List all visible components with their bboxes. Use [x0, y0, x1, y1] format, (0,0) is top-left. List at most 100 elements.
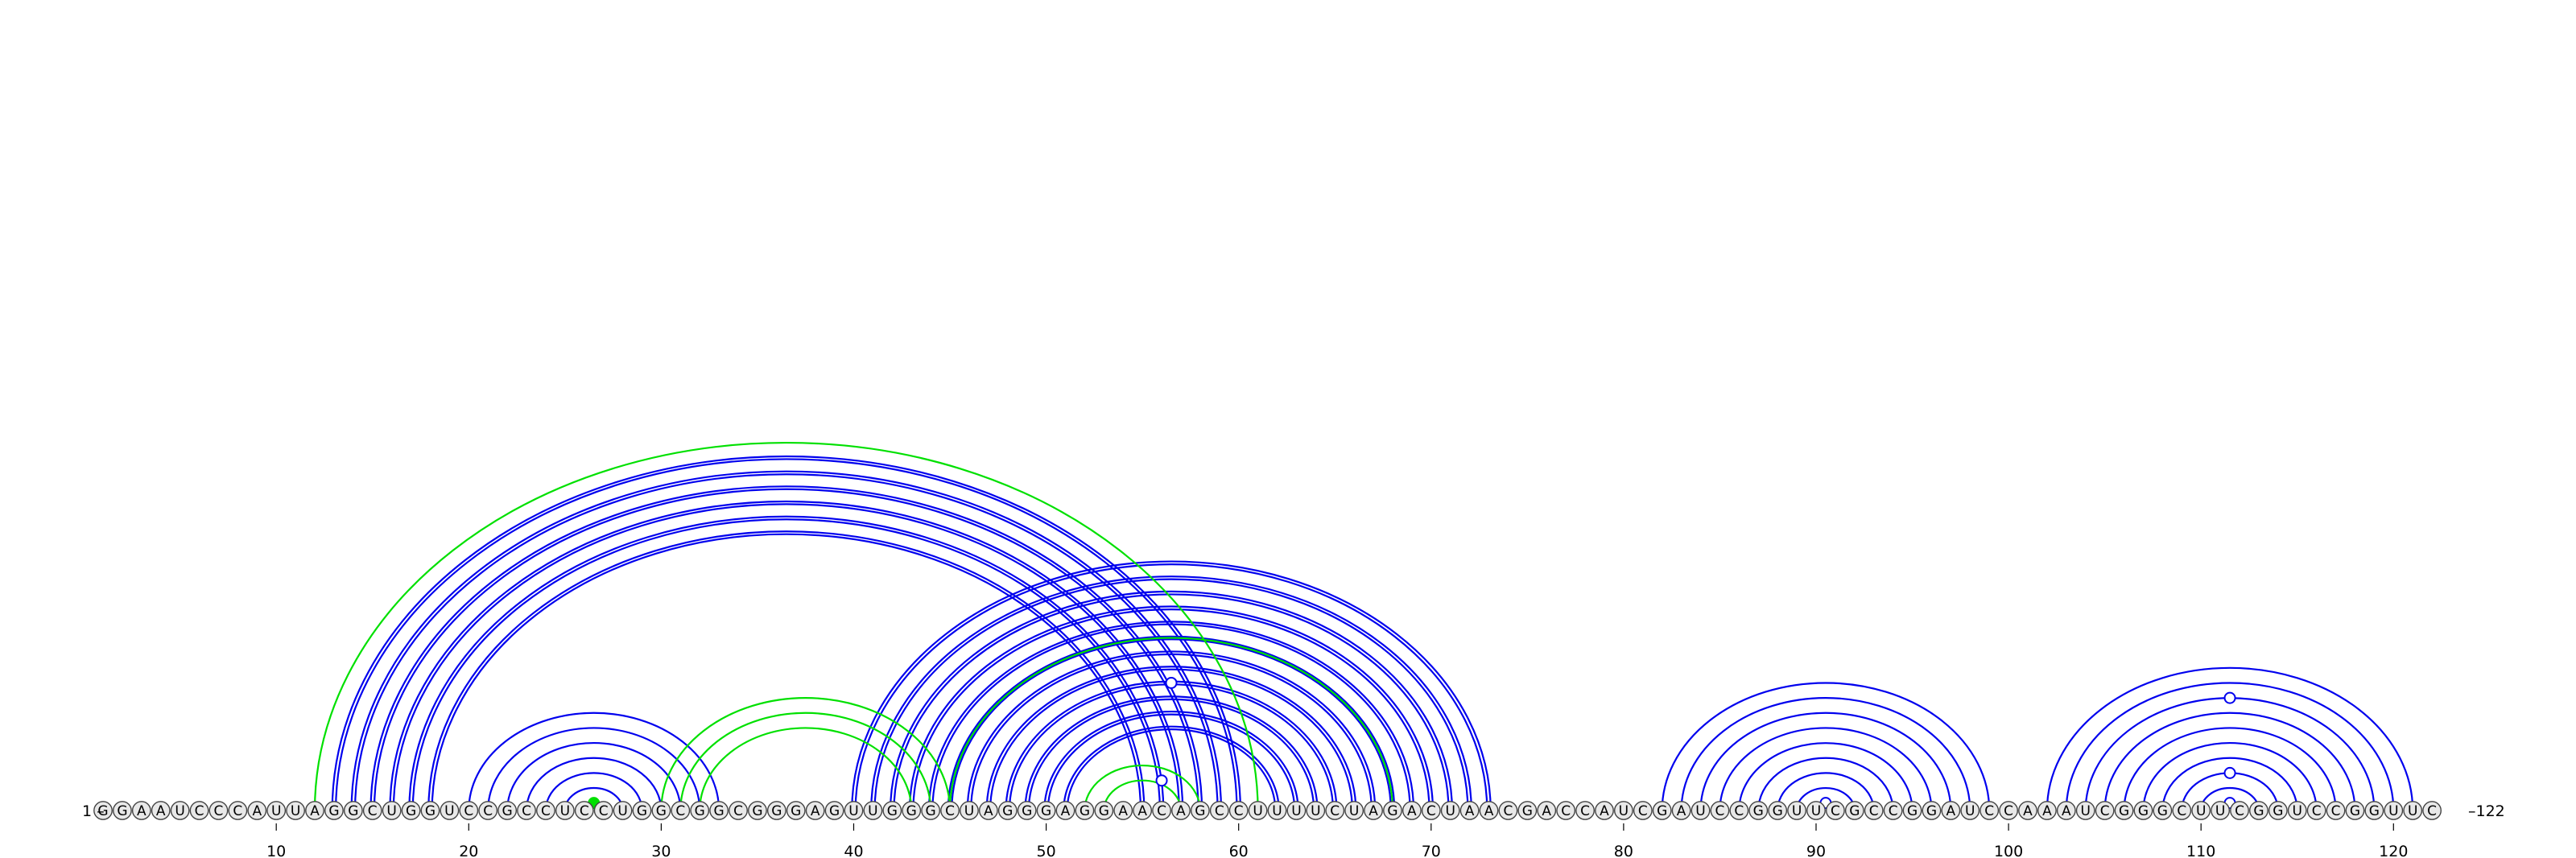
nucleotide-letter: G [2273, 803, 2283, 819]
nucleotide-27: C [593, 801, 613, 820]
nucleotide-letter: U [848, 803, 858, 819]
nucleotide-16: U [382, 801, 402, 820]
nucleotide-69: A [1402, 801, 1422, 820]
arc-84-97 [1699, 712, 1952, 811]
arc-17-56-0 [411, 518, 1161, 811]
arc-110-113 [2200, 786, 2260, 811]
nucleotide-circle [266, 801, 287, 820]
nucleotide-letter: C [1503, 803, 1513, 819]
nucleotide-letter: G [1195, 803, 1205, 819]
arc-43-70-0 [912, 608, 1430, 811]
arc-40-73-1 [851, 560, 1492, 811]
nucleotide-circle [1690, 801, 1711, 820]
nucleotide-circle [805, 801, 825, 820]
nucleotide-circle [902, 801, 922, 820]
nucleotide-letter: C [214, 803, 224, 819]
arc-20-33 [468, 712, 720, 811]
nucleotide-circle [1613, 801, 1633, 820]
arc-51-62-0 [1066, 728, 1277, 811]
nucleotide-5: U [170, 801, 190, 820]
nucleotide-47: A [978, 801, 998, 820]
nucleotide-circle [2037, 801, 2057, 820]
nucleotide-letter: U [291, 803, 300, 819]
arc-49-64-1 [1024, 695, 1319, 811]
nucleotide-18: G [420, 801, 440, 820]
arc-82-99 [1661, 682, 1991, 811]
nucleotide-circle [844, 801, 864, 820]
nucleotide-13: G [324, 801, 344, 820]
nucleotide-circle [1825, 801, 1845, 820]
nucleotide-110: U [2191, 801, 2211, 820]
arc-89-92 [1795, 786, 1856, 811]
nucleotide-letter: A [1061, 803, 1071, 819]
nucleotide-89: U [1787, 801, 1806, 820]
nucleotide-circle [324, 801, 344, 820]
arc-30-45 [660, 697, 952, 811]
arc-17-56-1 [408, 515, 1165, 811]
nucleotide-letter: G [2157, 803, 2168, 819]
nucleotide-circle [2403, 801, 2423, 820]
nucleotide-circle [1190, 801, 1210, 820]
nucleotide-112: C [2230, 801, 2249, 820]
nucleotide-circle [228, 801, 248, 820]
nucleotide-circle [1652, 801, 1672, 820]
nucleotide-81: C [1633, 801, 1653, 820]
arc-49-64-0 [1027, 698, 1315, 811]
tick-label-100: 100 [1994, 843, 2023, 858]
nucleotide-letter: C [1638, 803, 1648, 819]
nucleotide-letter: U [1811, 803, 1821, 819]
nucleotide-letter: U [2215, 803, 2225, 819]
nucleotide-circle [1748, 801, 1769, 820]
arc-31-44 [679, 712, 932, 811]
arc-104-119 [2084, 697, 2376, 811]
nucleotide-93: C [1864, 801, 1884, 820]
nucleotide-letter: G [1773, 803, 1783, 819]
nucleotide-59: C [1209, 801, 1229, 820]
nucleotide-24: C [536, 801, 555, 820]
nucleotide-113: G [2249, 801, 2268, 820]
nucleotide-45: C [940, 801, 960, 820]
arc-23-30 [525, 757, 663, 811]
arc-32-43 [699, 727, 913, 811]
nucleotide-circle [960, 801, 979, 820]
nucleotide-circle [497, 801, 518, 820]
nucleotide-circle [2384, 801, 2404, 820]
nucleotide-letter: G [328, 803, 339, 819]
nucleotide-circle [1671, 801, 1691, 820]
nucleotide-29: G [632, 801, 652, 820]
nucleotide-116: C [2306, 801, 2326, 820]
nucleotide-letter: G [771, 803, 782, 819]
arc-22-31 [506, 741, 682, 811]
nucleotide-circle [93, 801, 113, 820]
nucleotide-letter: G [425, 803, 436, 819]
nucleotide-68: G [1383, 801, 1402, 820]
nucleotide-circle [536, 801, 555, 820]
nucleotide-letter: G [887, 803, 898, 819]
nucleotide-letter: U [617, 803, 627, 819]
nucleotide-letter: G [97, 803, 108, 819]
arc-51-62-1 [1063, 725, 1280, 811]
nucleotide-circle [1209, 801, 1229, 820]
nucleotide-circle [2422, 801, 2442, 820]
arcs-layer [313, 441, 2414, 811]
nucleotide-9: A [247, 801, 267, 820]
nucleotide-circle [1094, 801, 1114, 820]
nucleotide-letter: G [695, 803, 705, 819]
nucleotide-118: G [2345, 801, 2365, 820]
nucleotide-111: U [2211, 801, 2231, 820]
nucleotide-85: C [1710, 801, 1730, 820]
nucleotide-14: G [343, 801, 363, 820]
nucleotide-106: G [2114, 801, 2134, 820]
nucleotide-letter: G [1080, 803, 1090, 819]
nucleotide-circle [1306, 801, 1326, 820]
arc-13-60-1 [331, 455, 1241, 811]
nucleotide-76: A [1537, 801, 1557, 820]
nucleotide-circle [2172, 801, 2192, 820]
arc-16-57-0 [392, 503, 1180, 811]
nucleotide-letter: C [541, 803, 551, 819]
tick-label-120: 120 [2379, 843, 2408, 858]
nucleotide-letter: U [1311, 803, 1320, 819]
nucleotide-letter: U [964, 803, 974, 819]
tick-label-70: 70 [1422, 843, 1441, 858]
